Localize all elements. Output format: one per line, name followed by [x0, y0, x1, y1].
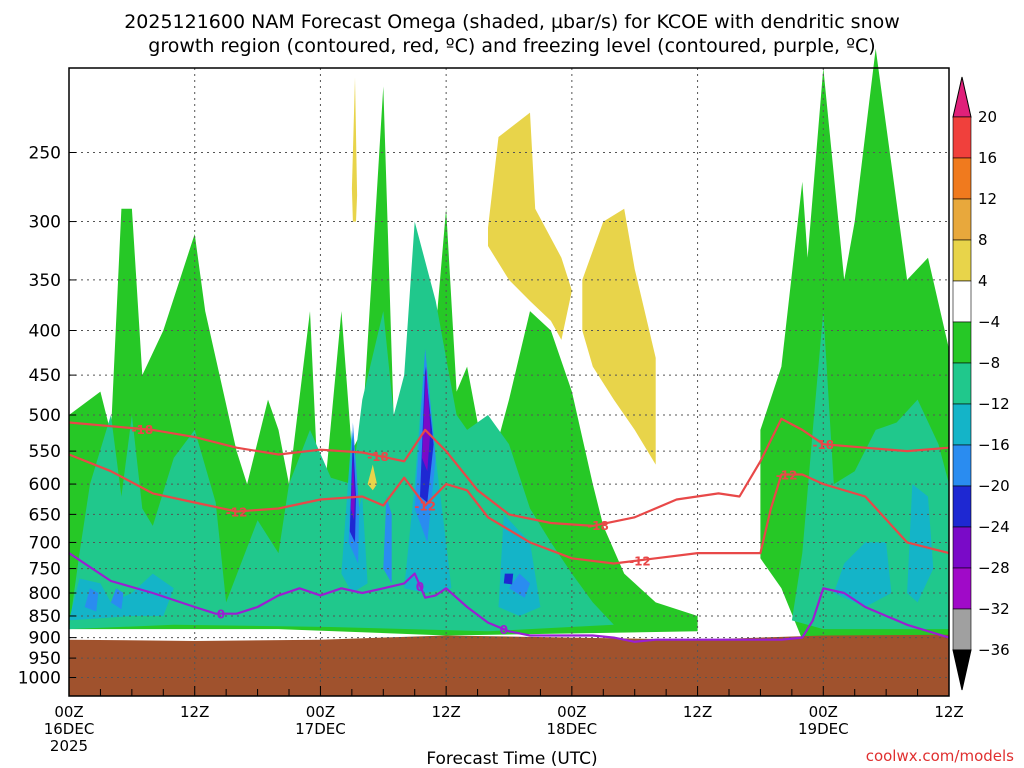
omega-region-20	[422, 366, 431, 472]
colorbar-band-13	[952, 608, 972, 651]
contour-line-2	[68, 552, 950, 643]
y-tick-label-850: 850	[29, 607, 61, 627]
plot-frame	[68, 67, 950, 697]
contour-label-2-0: 0	[217, 608, 225, 622]
colorbar-label-4: 4	[978, 272, 988, 290]
y-tick-label-600: 600	[29, 475, 61, 495]
temperature-contours: -18 -18 -18 -18 -12 -12 -12 -12 0 0 0	[68, 417, 950, 643]
colorbar-band-2	[952, 157, 972, 200]
omega-region-23	[351, 77, 358, 222]
x-tick-label-5-0: 12Z	[683, 703, 712, 721]
chart-title-line2: growth region (contoured, red, ºC) and f…	[148, 35, 875, 57]
x-tick-label-4-0: 00Z	[557, 703, 586, 721]
omega-region-14	[383, 496, 392, 584]
y-tick-label-250: 250	[29, 144, 61, 164]
contour-line-1	[68, 453, 950, 565]
colorbar-band-7	[952, 362, 972, 405]
x-tick-label-7-0: 12Z	[934, 703, 963, 721]
colorbar: 20 16 12 8 4 −4 −8 −12 −16 −20 −24 −28 −32 −36	[952, 76, 1010, 691]
colorbar-band-8	[952, 403, 972, 446]
ground-terrain	[69, 634, 949, 696]
x-tick-label-0-2: 2025	[50, 737, 88, 755]
y-tick-label-900: 900	[29, 629, 61, 649]
y-tick-label-700: 700	[29, 533, 61, 553]
colorbar-band-4	[952, 239, 972, 282]
colorbar-band-3	[952, 198, 972, 241]
colorbar-band-5	[952, 280, 972, 323]
contour-label-0-0: -18	[131, 423, 153, 437]
colorbar-label-7: −12	[978, 395, 1010, 413]
contour-label-2-2: 0	[500, 623, 508, 637]
chart-title-line1: 2025121600 NAM Forecast Omega (shaded, µ…	[124, 11, 900, 33]
y-tick-label-400: 400	[29, 322, 61, 342]
colorbar-label-10: −24	[978, 518, 1010, 536]
omega-region-22	[582, 208, 656, 465]
contour-label-1-1: -12	[414, 500, 436, 514]
colorbar-bottom-arrow	[952, 649, 972, 691]
omega-region-21	[488, 112, 572, 340]
contour-label-1-2: -12	[629, 554, 651, 568]
colorbar-label-6: −8	[978, 354, 1000, 372]
contour-line-0	[68, 417, 950, 528]
contour-label-0-1: -18	[367, 450, 389, 464]
contour-label-0-2: -18	[587, 519, 609, 533]
omega-region-2	[69, 221, 614, 632]
contour-label-1-0: -12	[226, 505, 248, 519]
axes: 2503003504004505005506006507007508008509…	[18, 67, 964, 755]
x-tick-label-6-1: 19DEC	[798, 720, 849, 738]
y-tick-label-1000: 1000	[18, 669, 61, 689]
omega-region-8	[833, 542, 892, 607]
colorbar-top-arrow	[952, 76, 972, 118]
colorbar-label-5: −4	[978, 313, 1000, 331]
colorbar-band-10	[952, 485, 972, 528]
y-tick-label-950: 950	[29, 649, 61, 669]
omega-shading	[69, 48, 949, 640]
colorbar-band-6	[952, 321, 972, 364]
colorbar-band-11	[952, 526, 972, 569]
y-tick-label-350: 350	[29, 271, 61, 291]
colorbar-label-12: −32	[978, 600, 1010, 618]
x-tick-label-3-0: 12Z	[431, 703, 460, 721]
y-tick-label-650: 650	[29, 505, 61, 525]
omega-region-9	[907, 484, 934, 603]
colorbar-band-1	[952, 116, 972, 159]
omega-region-10	[84, 588, 99, 612]
x-tick-label-0-1: 16DEC	[44, 720, 95, 738]
contour-label-0-3: -18	[812, 438, 834, 452]
colorbar-label-13: −36	[978, 641, 1010, 659]
y-tick-label-450: 450	[29, 366, 61, 386]
omega-region-19	[350, 457, 355, 521]
colorbar-label-1: 16	[978, 149, 997, 167]
colorbar-band-12	[952, 567, 972, 610]
colorbar-label-2: 12	[978, 190, 997, 208]
x-tick-label-4-1: 18DEC	[547, 720, 598, 738]
colorbar-label-9: −20	[978, 477, 1010, 495]
colorbar-label-0: 20	[978, 108, 997, 126]
gridlines	[69, 68, 949, 696]
x-tick-label-2-1: 17DEC	[295, 720, 346, 738]
credit-text[interactable]: coolwx.com/models	[866, 747, 1014, 765]
x-tick-label-0-0: 00Z	[54, 703, 83, 721]
omega-region-11	[110, 588, 124, 610]
x-tick-label-2-0: 00Z	[306, 703, 335, 721]
y-tick-label-550: 550	[29, 442, 61, 462]
x-tick-label-1-0: 12Z	[180, 703, 209, 721]
colorbar-label-11: −28	[978, 559, 1010, 577]
y-tick-label-750: 750	[29, 560, 61, 580]
y-tick-label-800: 800	[29, 584, 61, 604]
omega-region-18	[503, 573, 514, 585]
omega-region-7	[498, 514, 541, 616]
y-tick-label-300: 300	[29, 213, 61, 233]
colorbar-label-8: −16	[978, 436, 1010, 454]
y-tick-label-500: 500	[29, 406, 61, 426]
x-tick-label-6-0: 00Z	[809, 703, 838, 721]
x-axis-label: Forecast Time (UTC)	[426, 749, 597, 768]
colorbar-label-3: 8	[978, 231, 988, 249]
colorbar-band-9	[952, 444, 972, 487]
omega-region-15	[509, 573, 530, 598]
contour-label-2-1: 0	[416, 580, 424, 594]
contour-label-1-3: -12	[776, 468, 798, 482]
ground-fill	[69, 634, 949, 696]
